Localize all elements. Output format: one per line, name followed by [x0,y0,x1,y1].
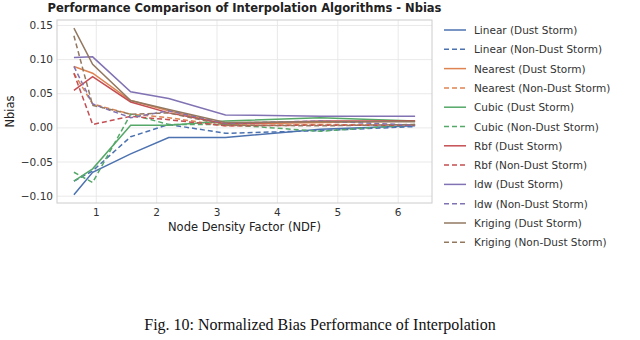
series-line [74,36,415,126]
grid-line [57,25,432,26]
legend-label: Linear (Non-Dust Storm) [474,43,602,55]
lines [74,28,415,195]
y-tick-label: 0.00 [30,121,53,133]
x-tick-label: 1 [93,206,100,218]
legend-swatch [444,49,466,51]
y-tick-label: −0.05 [21,156,53,168]
frame [57,20,432,203]
y-tick-label: 0.10 [30,53,53,65]
series-line [74,124,415,181]
caption: Fig. 10: Normalized Bias Performance of … [144,316,495,334]
legend-swatch [444,203,466,205]
grid-line [156,20,157,203]
legend-label: Rbf (Dust Storm) [474,140,562,152]
legend-label: Kriging (Non-Dust Storm) [474,236,607,248]
grid-line [217,20,218,203]
grid-line [57,196,432,197]
series-line [74,57,415,116]
grid-line [57,59,432,60]
grid-line [277,20,278,203]
legend-label: Kriging (Dust Storm) [474,217,582,229]
series-line [74,28,415,122]
series-line [74,73,415,126]
legend-label: Nearest (Non-Dust Storm) [474,82,610,94]
legend-label: Nearest (Dust Storm) [474,63,586,75]
legend-label: Linear (Dust Storm) [474,24,577,36]
series-line [74,118,415,181]
x-tick-label: 2 [153,206,160,218]
legend-swatch [444,184,466,186]
y-axis-label: Nbias [3,95,17,127]
legend-label: Cubic (Dust Storm) [474,101,574,113]
y-tick-label: 0.15 [30,19,53,31]
legend-swatch [444,126,466,128]
title: Performance Comparison of Interpolation … [48,1,442,15]
y-tick-label: 0.05 [30,87,53,99]
legend: Linear (Dust Storm) Linear (Non-Dust Stor… [444,24,610,248]
x-tick-label: 5 [334,206,341,218]
grid-line [57,93,432,94]
chart: 1 2 3 4 5 6 −0.10 −0.05 0.00 0.05 0.10 0.15 Performa… [0,0,640,340]
legend-label: Idw (Dust Storm) [474,178,563,190]
plot-area [57,20,432,203]
grid-line [96,20,97,203]
grid-line [398,20,399,203]
y-tick-label: −0.10 [21,190,53,202]
legend-swatch [444,242,466,244]
legend-label: Cubic (Non-Dust Storm) [474,121,599,133]
x-tick-label: 6 [395,206,402,218]
grid-line [337,20,338,203]
legend-swatch [444,87,466,89]
x-tick-label: 3 [214,206,221,218]
legend-swatch [444,29,466,31]
series-line [74,73,415,126]
x-axis-label: Node Density Factor (NDF) [168,220,321,234]
legend-swatch [444,145,466,147]
x-tick-label: 4 [274,206,281,218]
legend-swatch [444,164,466,166]
legend-label: Idw (Non-Dust Storm) [474,198,588,210]
legend-swatch [444,222,466,224]
legend-swatch [444,68,466,70]
legend-swatch [444,106,466,108]
legend-label: Rbf (Non-Dust Storm) [474,159,587,171]
series-line [74,126,415,195]
grid [57,20,432,203]
